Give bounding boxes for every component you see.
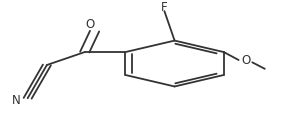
Text: O: O [86, 18, 95, 31]
Text: N: N [12, 94, 20, 107]
Text: F: F [161, 1, 168, 14]
Text: O: O [241, 54, 251, 67]
